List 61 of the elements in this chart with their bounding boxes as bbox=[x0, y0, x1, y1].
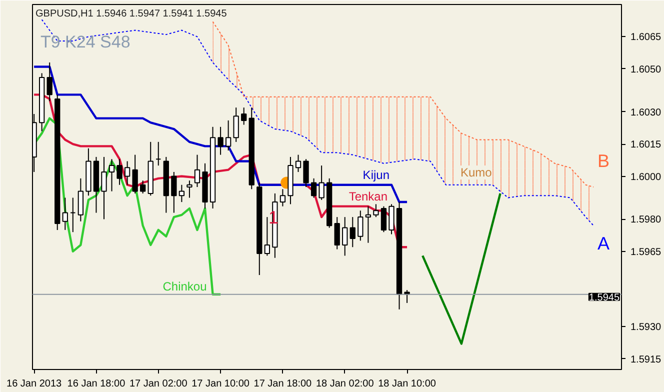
y-tick-label: 1.6015 bbox=[630, 140, 662, 151]
candlestick bbox=[78, 178, 84, 222]
candlestick bbox=[116, 158, 122, 186]
candlestick bbox=[373, 204, 379, 218]
annotation: Kumo bbox=[460, 166, 492, 180]
candlestick bbox=[186, 180, 192, 198]
candlestick bbox=[342, 216, 348, 256]
line-series bbox=[41, 19, 594, 226]
candlestick bbox=[280, 188, 286, 207]
series-label: A bbox=[598, 234, 610, 254]
candlestick bbox=[124, 160, 130, 186]
x-tick-label: 16 Jan 18:00 bbox=[67, 378, 126, 390]
candlestick bbox=[132, 154, 138, 194]
candlestick bbox=[233, 107, 239, 142]
candlestick bbox=[303, 158, 309, 188]
candlestick bbox=[218, 126, 224, 156]
y-tick-label: 1.5980 bbox=[630, 214, 662, 226]
candlestick bbox=[156, 141, 162, 166]
y-tick-label: 1.6000 bbox=[630, 172, 662, 183]
candlestick bbox=[70, 197, 76, 233]
candlestick bbox=[62, 197, 68, 230]
candlestick bbox=[380, 206, 387, 233]
y-tick-label: 1.6030 bbox=[630, 107, 662, 118]
y-tick-label: 1.5915 bbox=[630, 354, 662, 366]
chart-title: GBPUSD,H1 1.5946 1.5947 1.5941 1.5945 bbox=[36, 8, 228, 20]
series-label: Chinkou bbox=[162, 279, 207, 294]
candlestick bbox=[171, 171, 177, 214]
series-label: Kijun bbox=[362, 168, 390, 182]
y-tick-label: 1.6050 bbox=[630, 64, 662, 76]
x-tick-label: 18 Jan 02:00 bbox=[316, 378, 374, 390]
candlestick bbox=[101, 156, 107, 220]
x-tick-label: 16 Jan 2013 bbox=[6, 378, 62, 390]
candlestick bbox=[108, 158, 115, 192]
candlestick bbox=[295, 154, 302, 172]
candlestick bbox=[310, 178, 317, 198]
candlestick bbox=[350, 216, 356, 248]
candlestick bbox=[358, 210, 364, 242]
candlestick bbox=[241, 107, 247, 126]
x-tick-label: 18 Jan 10:00 bbox=[378, 378, 436, 390]
annotation: T9 K24 S48 bbox=[40, 32, 130, 52]
candlestick bbox=[225, 120, 232, 151]
y-tick-label: 1.5930 bbox=[630, 322, 662, 334]
ref-line-label: 1.5945 bbox=[588, 292, 620, 304]
candlestick bbox=[46, 62, 52, 102]
candlestick bbox=[318, 165, 324, 200]
y-tick-label: 1.6065 bbox=[630, 32, 662, 44]
candlestick bbox=[264, 216, 270, 256]
line-series bbox=[32, 66, 408, 204]
line-series bbox=[212, 21, 594, 188]
y-tick-label: 1.5965 bbox=[630, 246, 662, 258]
candlestick bbox=[334, 216, 340, 250]
x-tick-label: 17 Jan 10:00 bbox=[192, 378, 250, 390]
candlestick bbox=[365, 206, 372, 244]
x-tick-label: 17 Jan 18:00 bbox=[254, 378, 312, 390]
candlestick bbox=[388, 204, 394, 235]
series-label: B bbox=[598, 151, 610, 171]
candlestick bbox=[194, 154, 200, 188]
series-label: Tenkan bbox=[348, 189, 388, 204]
candlestick bbox=[178, 184, 185, 203]
candlestick bbox=[140, 180, 146, 194]
x-tick-label: 17 Jan 02:00 bbox=[129, 378, 188, 390]
